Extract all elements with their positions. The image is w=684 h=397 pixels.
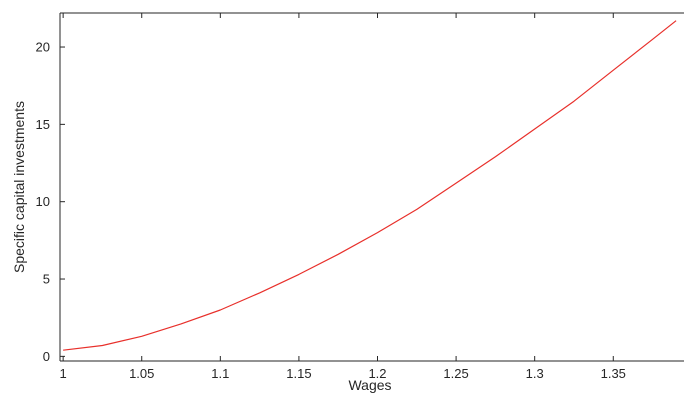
y-tick-label: 15	[36, 117, 50, 132]
x-tick-label: 1.25	[443, 366, 468, 381]
plot-frame	[59, 12, 684, 362]
series-line	[63, 20, 677, 351]
x-tick-label: 1	[60, 366, 67, 381]
x-tick-label: 1.2	[368, 366, 386, 381]
x-tick-label: 1.3	[526, 366, 544, 381]
y-tick-label: 10	[36, 194, 50, 209]
x-tick-label: 1.35	[601, 366, 626, 381]
y-tick-label: 20	[36, 40, 50, 55]
series-layer	[63, 20, 677, 351]
x-tick-label: 1.1	[211, 366, 229, 381]
x-tick-label: 1.15	[286, 366, 311, 381]
x-axis-ticks: 1 1.05 1.1 1.15 1.2 1.25 1.3 1.35	[60, 13, 626, 381]
x-axis-label: Wages	[348, 377, 391, 393]
y-tick-label: 5	[43, 272, 50, 287]
x-tick-label: 1.05	[129, 366, 154, 381]
y-axis-label: Specific capital investments	[11, 101, 27, 273]
y-tick-label: 0	[43, 349, 50, 364]
y-axis-ticks: 0 5 10 15 20	[36, 40, 65, 364]
